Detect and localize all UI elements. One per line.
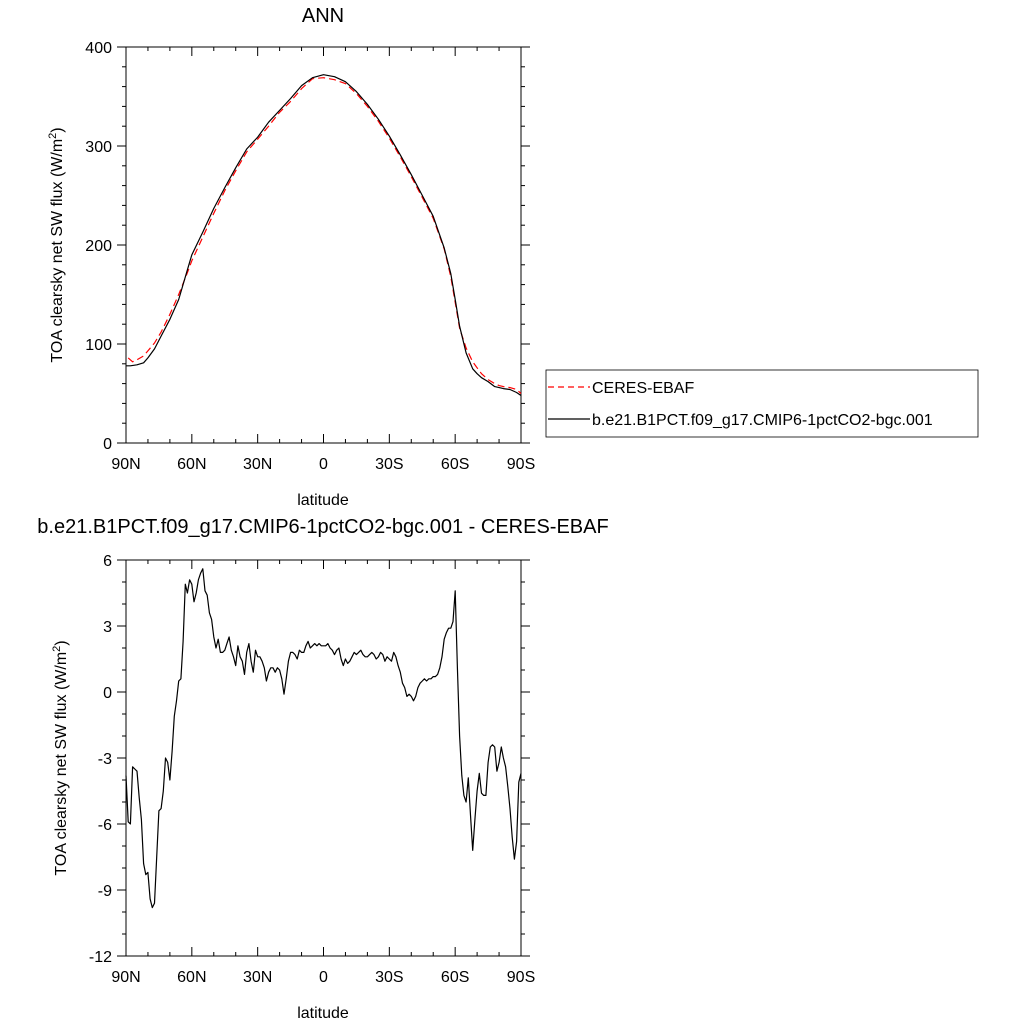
y-tick-label: 400 [85, 40, 112, 57]
x-tick-label: 60N [177, 969, 206, 986]
x-axis-label: latitude [297, 492, 349, 509]
y-tick-label: -6 [98, 817, 112, 834]
plot-frame [125, 46, 522, 444]
x-tick-label: 60S [441, 456, 469, 473]
x-tick-label: 90N [111, 456, 140, 473]
y-tick-label: 0 [103, 436, 112, 453]
tick-marks [117, 46, 530, 444]
x-tick-label: 0 [319, 969, 328, 986]
y-tick-labels: 0 100 200 300 400 [85, 40, 112, 453]
y-tick-label: 100 [85, 337, 112, 354]
series-line-b-e21-b1pct-f09-g17-cmip6-1pctco2-bgc-001 [126, 74, 522, 396]
x-tick-labels: 90N 60N 30N 0 30S 60S 90S [111, 456, 535, 473]
tick-marks [117, 559, 530, 957]
x-tick-labels: 90N 60N 30N 0 30S 60S 90S [111, 969, 535, 986]
series-layer [125, 568, 522, 909]
y-axis-label: TOA clearsky net SW flux (W/m2) [51, 640, 70, 875]
legend-box [545, 369, 979, 438]
series-line-ceres-ebaf [127, 77, 522, 394]
y-tick-labels: -12 -9 -6 -3 0 3 6 [89, 553, 112, 966]
y-tick-label: 300 [85, 139, 112, 156]
y-tick-label: -3 [98, 751, 112, 768]
y-tick-label: 3 [103, 619, 112, 636]
x-tick-label: 30N [243, 456, 272, 473]
x-tick-label: 30S [375, 969, 403, 986]
x-tick-label: 60N [177, 456, 206, 473]
x-tick-label: 0 [319, 456, 328, 473]
bottom-panel: b.e21.B1PCT.f09_g17.CMIP6-1pctCO2-bgc.00… [37, 516, 608, 1022]
series-layer [126, 74, 522, 396]
x-tick-label: 90S [507, 969, 535, 986]
legend: CERES-EBAF b.e21.B1PCT.f09_g17.CMIP6-1pc… [545, 369, 979, 438]
x-axis-label: latitude [297, 1005, 349, 1022]
y-tick-label: -12 [89, 949, 112, 966]
legend-label-ceres-ebaf: CERES-EBAF [592, 380, 694, 397]
y-tick-label: 200 [85, 238, 112, 255]
plot-frame [125, 559, 522, 957]
y-axis-label: TOA clearsky net SW flux (W/m2) [47, 127, 66, 362]
chart-title: ANN [302, 5, 344, 27]
x-tick-label: 30S [375, 456, 403, 473]
chart-title: b.e21.B1PCT.f09_g17.CMIP6-1pctCO2-bgc.00… [37, 516, 608, 538]
y-tick-label: -9 [98, 883, 112, 900]
y-tick-label: 6 [103, 553, 112, 570]
x-tick-label: 60S [441, 969, 469, 986]
series-line-0 [125, 568, 522, 909]
x-tick-label: 90N [111, 969, 140, 986]
x-tick-label: 90S [507, 456, 535, 473]
top-panel: ANN 90N 60N 30N 0 30S 60S 90S 0 100 200 300 400 la… [47, 5, 979, 509]
legend-label-model: b.e21.B1PCT.f09_g17.CMIP6-1pctCO2-bgc.00… [592, 412, 933, 429]
x-tick-label: 30N [243, 969, 272, 986]
y-tick-label: 0 [103, 685, 112, 702]
